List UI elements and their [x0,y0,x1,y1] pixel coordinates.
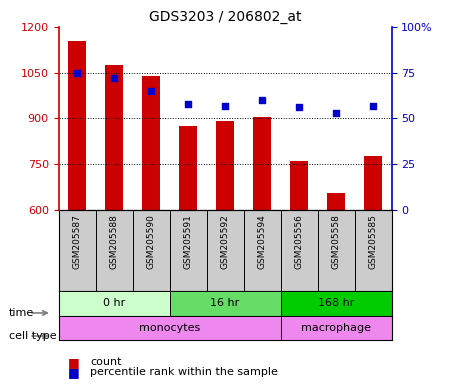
Text: monocytes: monocytes [139,323,200,333]
Text: ■: ■ [68,356,79,369]
Text: count: count [90,357,122,367]
Text: GSM205588: GSM205588 [109,214,118,269]
Title: GDS3203 / 206802_at: GDS3203 / 206802_at [149,10,301,25]
Bar [327,193,345,210]
Text: GSM205556: GSM205556 [294,214,303,269]
Bar [216,121,234,210]
Bar [105,65,123,210]
Bar [58,316,280,340]
Point [333,110,340,116]
Text: cell type: cell type [9,331,57,341]
Text: 16 hr: 16 hr [211,298,239,308]
Point [369,103,377,109]
Text: GSM205592: GSM205592 [220,214,230,269]
Text: GSM205591: GSM205591 [184,214,193,269]
Bar [58,291,170,316]
Point [110,75,117,81]
Point [73,70,81,76]
Bar [179,126,197,210]
Text: GSM205585: GSM205585 [369,214,378,269]
Bar [142,76,160,210]
Text: GSM205590: GSM205590 [147,214,156,269]
Text: ■: ■ [68,366,79,379]
Text: time: time [9,308,34,318]
Point [258,97,265,103]
Bar [364,157,382,210]
Point [295,104,302,111]
Text: GSM205594: GSM205594 [257,214,266,269]
Point [148,88,155,94]
Bar [253,117,271,210]
Point [221,103,229,109]
Text: GSM205587: GSM205587 [72,214,81,269]
Text: macrophage: macrophage [301,323,371,333]
Point [184,101,192,107]
Text: GSM205558: GSM205558 [332,214,341,269]
Text: percentile rank within the sample: percentile rank within the sample [90,367,278,377]
Bar [68,41,86,210]
Bar [280,316,392,340]
Bar [170,291,280,316]
Bar [280,291,392,316]
Bar [290,161,308,210]
Text: 0 hr: 0 hr [103,298,125,308]
Text: 168 hr: 168 hr [318,298,354,308]
